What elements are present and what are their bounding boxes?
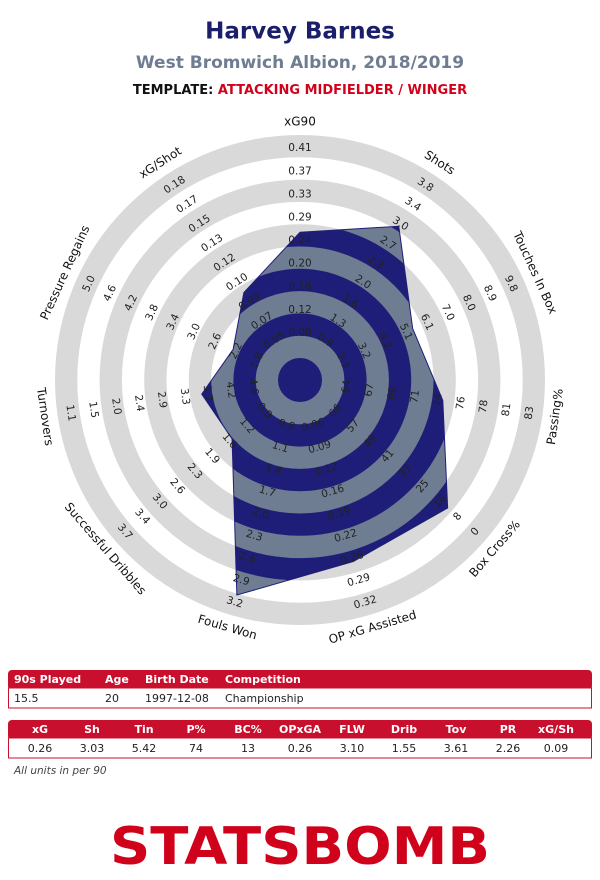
column-header: xG/Sh (538, 723, 574, 736)
column-header: P% (186, 723, 205, 736)
tick-label: 83 (523, 406, 537, 421)
cell: 2.26 (496, 742, 521, 755)
fill-band (201, 246, 434, 514)
column-header: Tov (446, 723, 468, 736)
tick-label: 3.2 (225, 594, 244, 610)
tick-label: 0.37 (288, 165, 311, 177)
cell: 74 (189, 742, 203, 755)
column-header: xG (32, 723, 48, 736)
fill-band (201, 226, 448, 559)
tick-label: 69 (385, 386, 399, 401)
cell: 3.10 (340, 742, 365, 755)
tick-label: 64 (340, 379, 354, 394)
tick-label: 8 (451, 510, 464, 523)
tick-label: 2.4 (132, 394, 146, 413)
tick-label: 81 (500, 402, 514, 417)
template-line: TEMPLATE: ATTACKING MIDFIELDER / WINGER (133, 83, 467, 98)
tick-label: 4.2 (223, 381, 237, 399)
tick-label: 2.0 (109, 397, 123, 415)
fill-band (255, 335, 345, 425)
cell: 1.55 (392, 742, 417, 755)
tick-label: 1.1 (271, 439, 290, 455)
cell: 20 (105, 692, 119, 705)
tick-label: 71 (408, 389, 422, 404)
tick-label: 2.9 (231, 572, 250, 588)
subtitle: West Bromwich Albion, 2018/2019 (136, 53, 464, 73)
column-header: PR (500, 723, 517, 736)
tick-label: 0.24 (288, 235, 312, 247)
tick-label: 0.08 (288, 327, 311, 339)
footnote: All units in per 90 (13, 765, 107, 777)
column-header: Competition (225, 673, 301, 686)
title: Harvey Barnes (205, 19, 395, 45)
tick-label: 0.33 (288, 188, 311, 200)
tables: 90s Played Age Birth Date Competition 15.5 20… (8, 670, 592, 759)
template-label: TEMPLATE: (133, 83, 214, 98)
cell: 1997-12-08 (145, 692, 209, 705)
cell: 3.03 (80, 742, 105, 755)
tick-label: 0.41 (288, 142, 311, 154)
column-header: BC% (234, 723, 261, 736)
axis-label: Passing% (544, 388, 566, 446)
tick-label: 2.3 (245, 528, 264, 544)
column-header: 90s Played (14, 673, 81, 686)
tick-label: 2.0 (251, 506, 270, 522)
tick-label: 2.9 (155, 391, 169, 409)
tick-label: 1.7 (258, 483, 277, 499)
column-header: OPxGA (279, 723, 322, 736)
cell: 5.42 (132, 742, 157, 755)
tick-label: 4.6 (246, 378, 260, 397)
tick-label: 0.29 (288, 212, 311, 224)
template: ATTACKING MIDFIELDER / WINGER (218, 83, 467, 98)
tick-label: 0.20 (288, 258, 311, 270)
column-header: FLW (339, 723, 365, 736)
column-header: Tin (134, 723, 153, 736)
axis-label: Turnovers (34, 386, 56, 447)
tick-label: 76 (454, 395, 468, 410)
tick-label: 1.4 (264, 461, 284, 477)
ring (54, 134, 546, 626)
cell: 0.26 (288, 742, 313, 755)
cell: 15.5 (14, 692, 39, 705)
radar-shape (201, 225, 449, 596)
table-header (8, 720, 592, 740)
table-header (8, 670, 592, 690)
axis-label: xG90 (284, 115, 316, 129)
cell: 0.09 (544, 742, 569, 755)
tick-label: 0.8 (277, 417, 296, 433)
tick-label: 1.5 (86, 401, 100, 419)
tick-label: 2.6 (238, 550, 258, 566)
cell: Championship (225, 692, 304, 705)
tick-label: 3.3 (178, 387, 192, 405)
table-row (8, 687, 592, 709)
column-header: Drib (391, 723, 417, 736)
logo: STATSBOMB (110, 817, 490, 877)
fill-band (211, 291, 389, 469)
column-header: Birth Date (145, 673, 209, 686)
tick-label: 78 (477, 399, 491, 414)
cell: 0.26 (28, 742, 53, 755)
radar: 0.08 0.12 0.16 0.20 0.24 0.29 0.33 0.37 0.41 xG90… (34, 115, 566, 647)
tick-label: 67 (362, 383, 376, 398)
cell: 3.61 (444, 742, 469, 755)
tick-label: 3.7 (201, 384, 215, 402)
column-header: Sh (84, 723, 100, 736)
column-header: Age (105, 673, 129, 686)
cell: 13 (241, 742, 255, 755)
table-row (8, 737, 592, 759)
tick-label: 0.16 (288, 281, 312, 293)
tick-label: 1.1 (63, 404, 77, 422)
tick-label: 0.12 (288, 304, 311, 316)
tick-label: 74 (431, 392, 445, 407)
